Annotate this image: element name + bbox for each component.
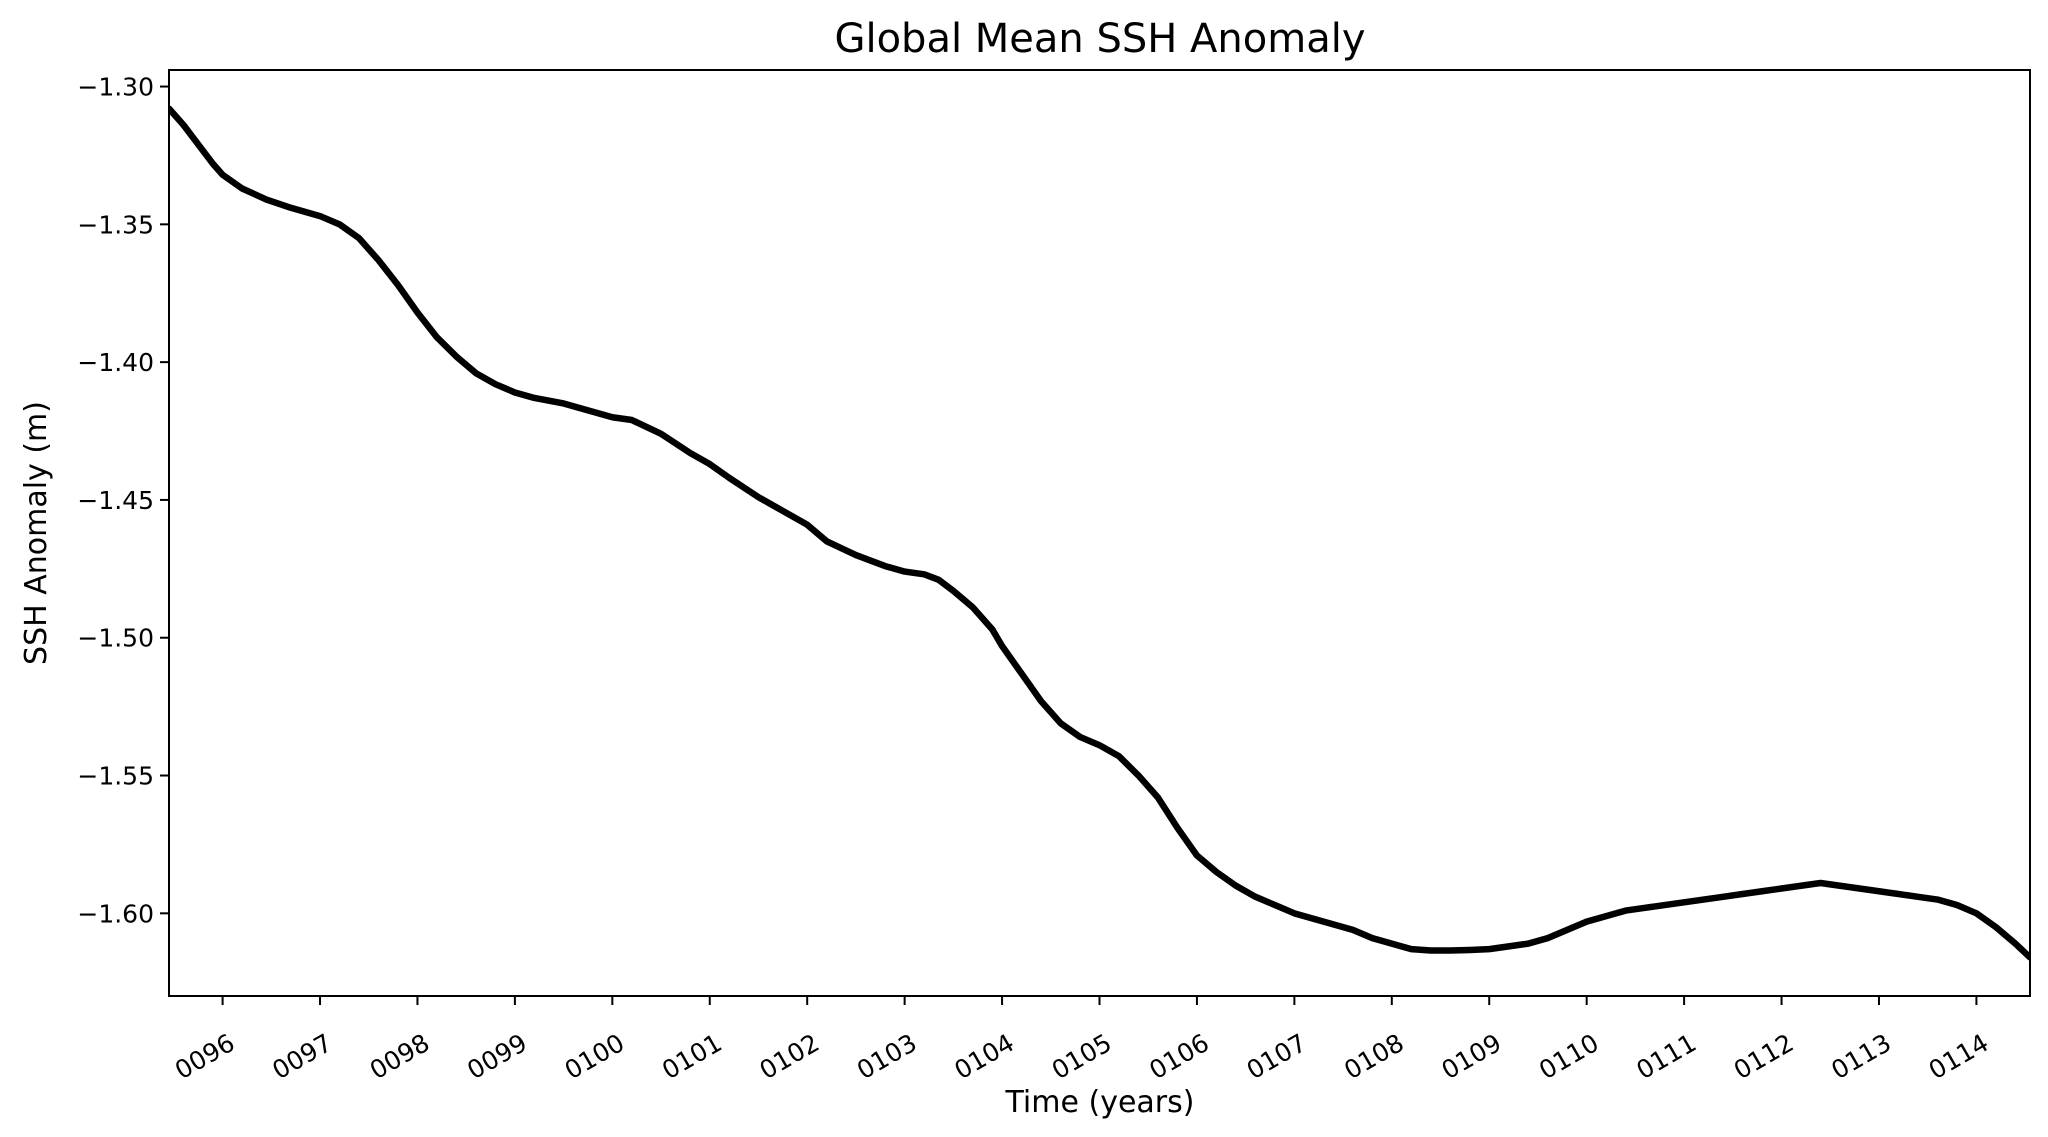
- x-tick-label: 0099: [462, 1028, 532, 1085]
- x-tick-label: 0112: [1729, 1028, 1799, 1085]
- x-tick-label: 0111: [1632, 1028, 1702, 1085]
- x-tick-label: 0113: [1826, 1028, 1896, 1085]
- y-tick-label: −1.30: [77, 73, 154, 102]
- y-tick-label: −1.45: [77, 486, 154, 515]
- x-tick-label: 0110: [1534, 1028, 1604, 1085]
- y-axis: −1.30 −1.35 −1.40 −1.45 −1.50 −1.55 −1.60: [77, 73, 169, 928]
- x-tick-label: 0114: [1924, 1028, 1994, 1085]
- x-tick-label: 0107: [1242, 1028, 1312, 1085]
- y-tick-label: −1.55: [77, 762, 154, 791]
- x-axis: 0096 0097 0098 0099 0100 0101 0102 0103 0104 0105…: [170, 996, 1993, 1085]
- x-tick-label: 0105: [1047, 1028, 1117, 1085]
- y-tick-label: −1.35: [77, 210, 154, 239]
- x-tick-label: 0096: [170, 1028, 240, 1085]
- x-tick-label: 0101: [657, 1028, 727, 1085]
- chart-title: Global Mean SSH Anomaly: [834, 16, 1365, 62]
- x-tick-label: 0102: [755, 1028, 825, 1085]
- y-tick-label: −1.40: [77, 348, 154, 377]
- y-axis-label: SSH Anomaly (m): [19, 401, 54, 665]
- plot-area: [169, 105, 2030, 961]
- series-line-0: [169, 105, 2030, 961]
- x-tick-label: 0104: [949, 1028, 1019, 1085]
- y-tick-label: −1.60: [77, 899, 154, 928]
- x-tick-label: 0108: [1339, 1028, 1409, 1085]
- plot-frame: [168, 69, 2031, 997]
- x-tick-label: 0103: [852, 1028, 922, 1085]
- y-tick-label: −1.50: [77, 624, 154, 653]
- x-tick-label: 0106: [1144, 1028, 1214, 1085]
- x-tick-label: 0109: [1437, 1028, 1507, 1085]
- x-tick-label: 0100: [560, 1028, 630, 1085]
- x-tick-label: 0097: [267, 1028, 337, 1085]
- x-axis-label: Time (years): [1005, 1085, 1195, 1120]
- x-tick-label: 0098: [365, 1028, 435, 1085]
